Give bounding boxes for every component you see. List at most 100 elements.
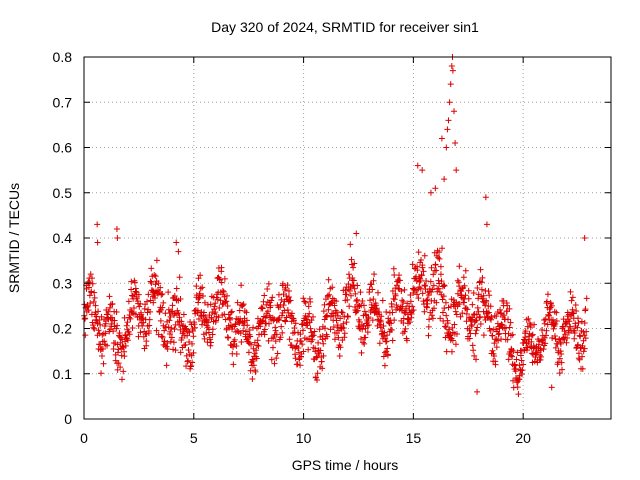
data-point	[369, 286, 376, 293]
data-point	[321, 325, 328, 332]
data-point	[419, 167, 426, 174]
data-point	[284, 307, 291, 314]
data-point	[470, 311, 477, 318]
data-point	[472, 330, 479, 337]
data-point	[95, 308, 102, 315]
data-point	[462, 267, 469, 274]
data-point	[466, 335, 473, 342]
data-point	[518, 371, 525, 378]
data-point	[336, 353, 343, 360]
data-point	[272, 338, 279, 345]
data-point	[582, 335, 589, 342]
data-point	[195, 275, 202, 282]
data-point	[489, 347, 496, 354]
data-point	[137, 329, 144, 336]
data-point	[333, 317, 340, 324]
data-point	[239, 302, 246, 309]
data-point	[572, 301, 579, 308]
data-point	[184, 358, 191, 365]
data-point	[225, 334, 232, 341]
data-point	[333, 298, 340, 305]
data-point	[175, 248, 182, 255]
data-point	[285, 288, 292, 295]
data-point	[506, 324, 513, 331]
data-point	[298, 338, 305, 345]
data-point	[124, 337, 131, 344]
data-point	[367, 297, 374, 304]
y-axis-label: SRMTID / TECUs	[6, 183, 22, 293]
data-point	[197, 272, 204, 279]
data-point	[200, 309, 207, 316]
data-point	[364, 319, 371, 326]
data-point	[126, 331, 133, 338]
data-point	[307, 298, 314, 305]
data-point	[371, 271, 378, 278]
data-point	[460, 274, 467, 281]
data-point	[485, 288, 492, 295]
data-point	[512, 365, 519, 372]
data-point	[380, 322, 387, 329]
data-point	[440, 282, 447, 289]
data-point	[374, 289, 381, 296]
data-point	[156, 288, 163, 295]
data-point	[327, 313, 334, 320]
data-point	[357, 289, 364, 296]
data-point	[269, 294, 276, 301]
data-point	[85, 307, 92, 314]
data-point	[419, 264, 426, 271]
data-point	[443, 324, 450, 331]
data-point	[153, 327, 160, 334]
data-point	[482, 194, 489, 201]
data-point	[214, 296, 221, 303]
data-point	[113, 225, 120, 232]
data-point	[421, 308, 428, 315]
data-point	[95, 327, 102, 334]
data-point	[212, 300, 219, 307]
data-point	[135, 291, 142, 298]
data-point	[537, 356, 544, 363]
data-point	[504, 336, 511, 343]
data-point	[327, 326, 334, 333]
data-point	[240, 301, 247, 308]
data-point	[91, 289, 98, 296]
data-point	[567, 323, 574, 330]
data-point	[538, 353, 545, 360]
data-point	[255, 342, 262, 349]
grid-lines	[84, 57, 611, 419]
data-point	[480, 292, 487, 299]
data-point	[373, 305, 380, 312]
data-point	[575, 341, 582, 348]
data-point	[310, 332, 317, 339]
data-point	[556, 336, 563, 343]
data-point	[439, 245, 446, 252]
data-point	[447, 81, 454, 88]
data-point	[463, 310, 470, 317]
data-point	[278, 323, 285, 330]
data-point	[569, 306, 576, 313]
data-point	[573, 307, 580, 314]
data-point	[446, 326, 453, 333]
data-point	[347, 292, 354, 299]
data-point	[243, 309, 250, 316]
data-point	[340, 324, 347, 331]
data-point	[540, 346, 547, 353]
data-point	[579, 353, 586, 360]
data-point	[523, 347, 530, 354]
data-point	[361, 308, 368, 315]
y-tick-labels: 0 0.1 0.2 0.3 0.4 0.5 0.6 0.7 0.8	[53, 49, 73, 427]
data-point	[300, 348, 307, 355]
data-point	[351, 260, 358, 267]
data-point	[161, 327, 168, 334]
data-point	[410, 306, 417, 313]
data-point	[99, 353, 106, 360]
data-point	[94, 221, 101, 228]
data-point	[250, 362, 257, 369]
data-point	[268, 356, 275, 363]
data-point	[190, 333, 197, 340]
data-point	[514, 384, 521, 391]
data-point	[82, 315, 89, 322]
data-point	[451, 321, 458, 328]
data-point	[207, 339, 214, 346]
data-point	[177, 349, 184, 356]
